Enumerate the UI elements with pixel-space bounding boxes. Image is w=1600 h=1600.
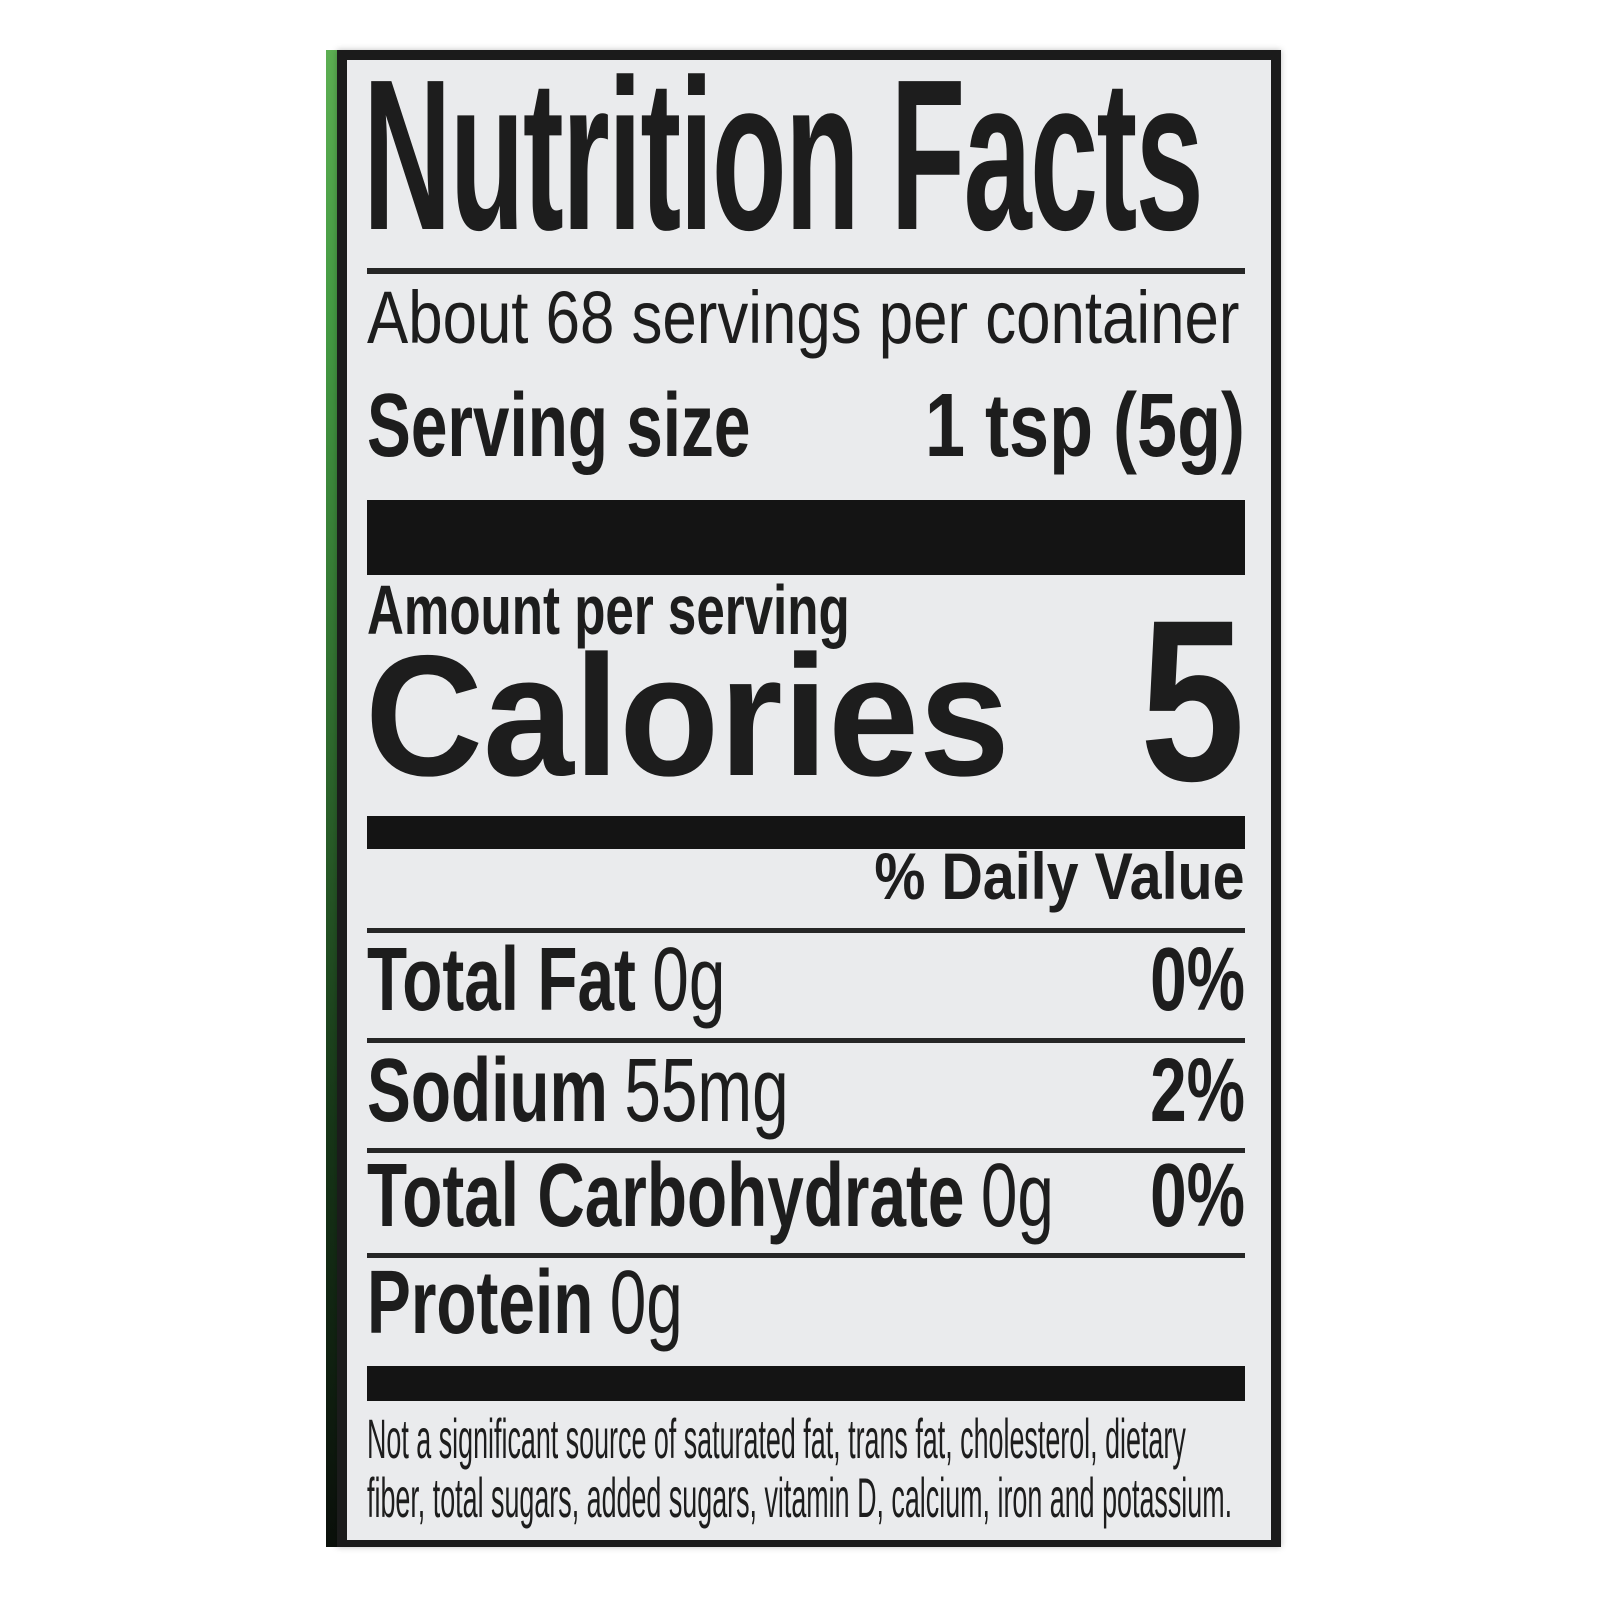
divider (367, 1253, 1245, 1258)
nutrient-row-protein: Protein 0g (367, 1258, 1245, 1358)
nutrient-amount: 0g (609, 1253, 683, 1353)
nutrient-amount: 55mg (624, 1041, 789, 1141)
nutrient-name: Protein (367, 1253, 594, 1353)
nutrient-daily-value: 2% (1150, 1041, 1245, 1141)
calories-value: 5 (1140, 572, 1245, 829)
servings-per-container-text: About 68 servings per container (367, 276, 1240, 359)
daily-value-header: % Daily Value (874, 839, 1245, 913)
nutrient-row-total-fat: Total Fat 0g 0% (367, 935, 1245, 1035)
nutrient-daily-value: 0% (1150, 1146, 1245, 1246)
nutrient-row-sodium: Sodium 55mg 2% (367, 1046, 1245, 1146)
nutrient-name-and-amount: Sodium 55mg (367, 1046, 789, 1136)
thick-divider-top (367, 500, 1245, 575)
serving-size-value: 1 tsp (5g) (924, 376, 1245, 476)
footnote: Not a significant source of saturated fa… (367, 1407, 1233, 1529)
amount-per-serving-label: Amount per serving (367, 571, 850, 649)
nutrient-name: Total Carbohydrate (367, 1146, 965, 1246)
divider (367, 928, 1245, 933)
nutrient-name: Sodium (367, 1041, 608, 1141)
nutrient-amount: 0g (652, 930, 726, 1030)
nutrient-name-and-amount: Total Fat 0g (367, 935, 725, 1025)
nutrition-label: Nutrition Facts About 68 servings per co… (337, 47, 1281, 1547)
package-edge-stripe (326, 50, 338, 1547)
calories-label: Calories (365, 620, 1010, 812)
thick-divider-bottom (367, 1366, 1245, 1401)
nutrient-name-and-amount: Protein 0g (367, 1258, 683, 1348)
nutrient-name-and-amount: Total Carbohydrate 0g (367, 1151, 1054, 1241)
title-divider (367, 268, 1245, 274)
nutrient-amount: 0g (980, 1146, 1054, 1246)
nutrient-row-total-carbohydrate: Total Carbohydrate 0g 0% (367, 1151, 1245, 1251)
medium-divider (367, 816, 1245, 849)
nutrition-facts-title: Nutrition Facts (363, 34, 1204, 275)
nutrient-daily-value: 0% (1150, 930, 1245, 1030)
nutrition-label-inner: Nutrition Facts About 68 servings per co… (347, 47, 1271, 1540)
footnote-line: Not a significant source of saturated fa… (367, 1407, 1186, 1470)
footnote-line: fiber, total sugars, added sugars, vitam… (367, 1465, 1233, 1529)
divider (367, 1038, 1245, 1043)
divider (367, 1148, 1245, 1153)
nutrient-name: Total Fat (367, 930, 636, 1030)
serving-size-label: Serving size (367, 376, 751, 476)
